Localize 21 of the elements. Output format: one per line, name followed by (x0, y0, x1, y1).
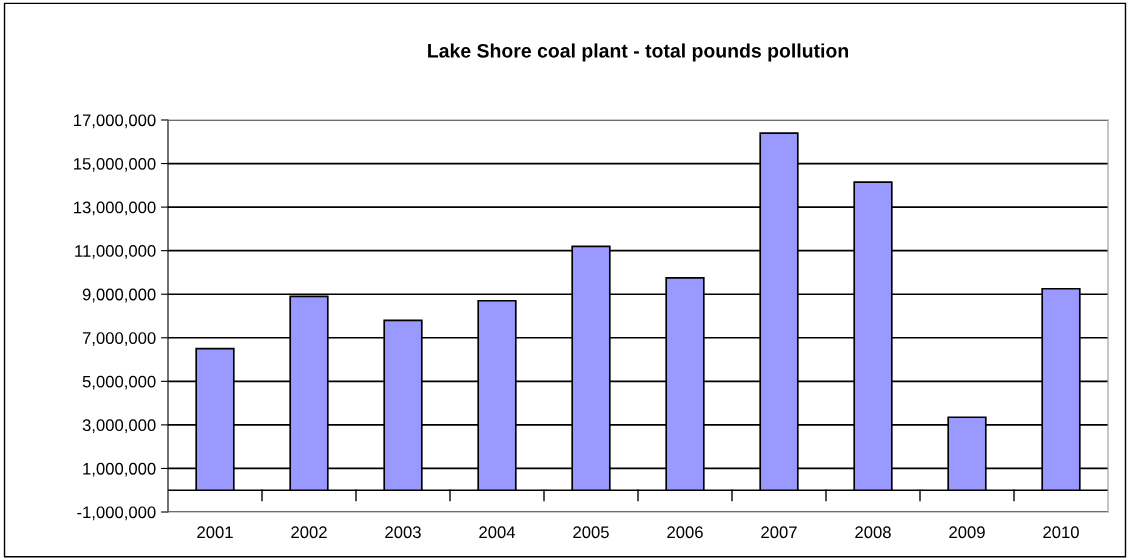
x-tick-label: 2008 (855, 526, 891, 539)
x-tick-label: 2004 (479, 526, 516, 539)
chart-title: Lake Shore coal plant - total pounds pollution (428, 43, 849, 62)
y-tick-label: 15,000,000 (74, 157, 156, 172)
y-tick-label: 11,000,000 (75, 245, 156, 259)
x-tick-label: 2006 (667, 526, 703, 539)
y-tick-label: 9,000,000 (82, 288, 156, 303)
x-tick-label: 2005 (573, 526, 609, 539)
y-tick-label: 5,000,000 (82, 375, 156, 390)
y-tick-label: -1,000,000 (77, 506, 156, 521)
x-tick-label: 2007 (761, 526, 797, 539)
y-tick-label: 1,000,000 (83, 462, 156, 477)
x-tick-label: 2001 (197, 526, 233, 539)
y-tick-label: 13,000,000 (74, 201, 156, 216)
y-tick-label: 3,000,000 (82, 419, 156, 434)
x-tick-label: 2010 (1043, 526, 1079, 539)
x-tick-label: 2009 (949, 526, 985, 539)
y-tick-label: 7,000,000 (82, 332, 156, 346)
y-tick-label: 17,000,000 (74, 114, 156, 129)
x-tick-label: 2002 (291, 526, 327, 539)
x-tick-label: 2003 (385, 526, 421, 539)
